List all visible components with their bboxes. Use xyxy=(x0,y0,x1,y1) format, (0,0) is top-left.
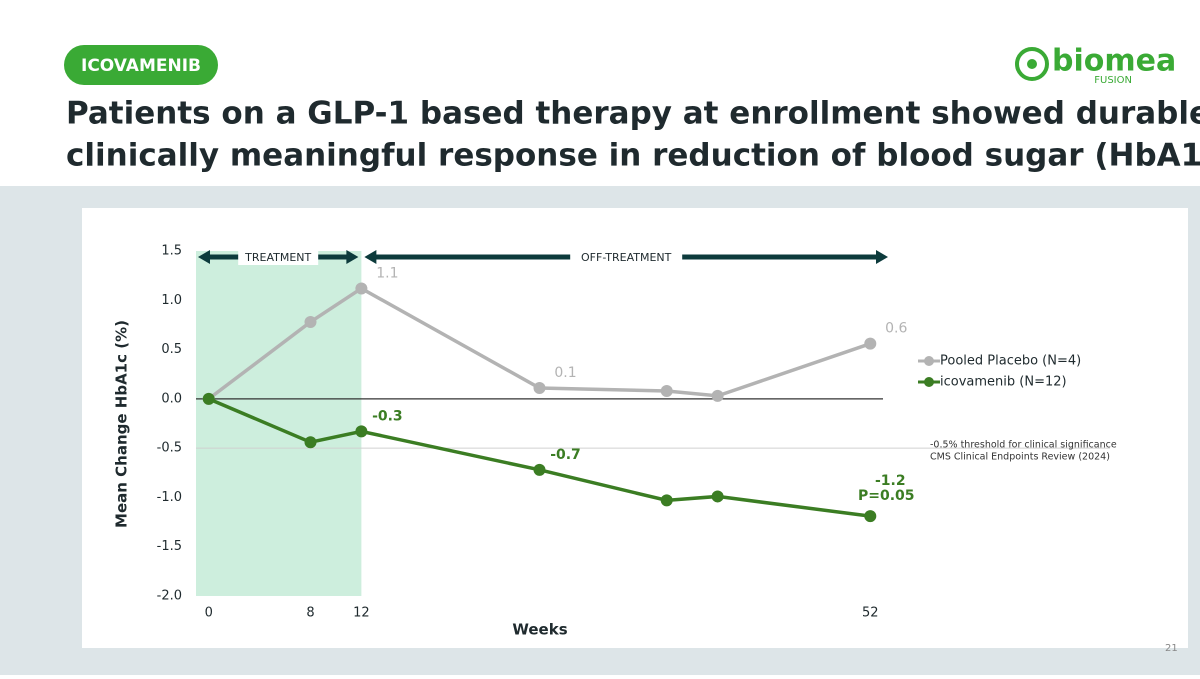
arrow-head xyxy=(876,250,888,264)
arrow-head xyxy=(198,250,210,264)
arrow-label-bg xyxy=(238,249,319,265)
data-point xyxy=(355,425,368,438)
data-point xyxy=(660,384,673,397)
title-line: Patients on a GLP-1 based therapy at enr… xyxy=(66,96,1200,132)
data-point xyxy=(355,282,368,295)
x-tick-label: 8 xyxy=(306,606,314,621)
page-number: 21 xyxy=(1165,643,1178,654)
y-tick-label: 1.5 xyxy=(161,244,182,259)
legend-label: icovamenib (N=12) xyxy=(940,375,1067,390)
legend-marker xyxy=(924,377,934,387)
arrow-label-bg xyxy=(570,249,683,265)
y-tick-label: -1.0 xyxy=(157,490,182,505)
x-tick-label: 12 xyxy=(353,606,370,621)
tag: ICOVAMENIB xyxy=(81,56,201,76)
threshold-note: -0.5% threshold for clinical significanc… xyxy=(930,440,1117,451)
data-point xyxy=(304,436,317,449)
logo-icon xyxy=(1015,47,1049,81)
y-tick-label: -1.5 xyxy=(157,539,182,554)
y-tick-label: 0.0 xyxy=(161,391,182,406)
arrow-head xyxy=(346,250,359,264)
logo-sub: FUSION xyxy=(1094,75,1132,86)
data-point xyxy=(711,389,724,402)
data-label: -0.3 xyxy=(372,408,403,424)
header-bg xyxy=(0,0,1200,186)
arrow-head xyxy=(364,250,377,264)
tag-pill xyxy=(64,45,218,85)
data-point xyxy=(711,490,724,503)
p-value: P=0.05 xyxy=(858,488,915,504)
legend-label: Pooled Placebo (N=4) xyxy=(940,354,1081,369)
x-tick-label: 52 xyxy=(862,606,879,621)
data-point xyxy=(533,382,546,395)
y-tick-label: 1.0 xyxy=(161,293,182,308)
data-label: 0.1 xyxy=(554,365,576,381)
data-point xyxy=(304,315,317,328)
x-axis-label: Weeks xyxy=(512,621,567,639)
data-point xyxy=(864,510,877,523)
y-axis-label: Mean Change HbA1c (%) xyxy=(113,320,131,528)
threshold-note: CMS Clinical Endpoints Review (2024) xyxy=(930,452,1110,463)
logo: biomea xyxy=(1052,44,1176,79)
y-tick-label: 0.5 xyxy=(161,342,182,357)
x-tick-label: 0 xyxy=(205,606,213,621)
data-label: -1.2 xyxy=(875,473,906,489)
data-point xyxy=(533,463,546,476)
data-label: 1.1 xyxy=(376,265,398,281)
data-label: 0.6 xyxy=(885,321,907,337)
phase-label: TREATMENT xyxy=(244,251,311,264)
legend-marker xyxy=(924,356,934,366)
y-tick-label: -2.0 xyxy=(157,589,182,604)
phase-label: OFF-TREATMENT xyxy=(581,251,672,264)
data-point xyxy=(864,337,877,350)
data-label: -0.7 xyxy=(550,447,581,463)
y-tick-label: -0.5 xyxy=(157,441,182,456)
title-line: clinically meaningful response in reduct… xyxy=(66,138,1200,174)
logo-icon-dot xyxy=(1027,59,1037,69)
data-point xyxy=(202,392,215,405)
data-point xyxy=(660,494,673,507)
